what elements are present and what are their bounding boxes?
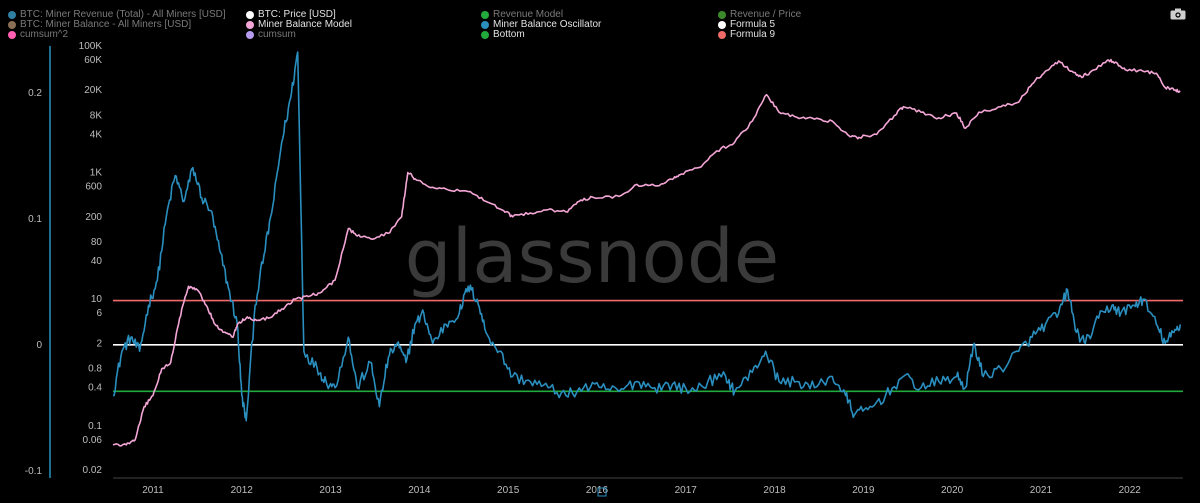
x-tick-label: 2016 — [586, 485, 609, 496]
series-line — [112, 51, 1182, 422]
y-right-tick-label: 10 — [91, 294, 103, 305]
legend-item[interactable]: Miner Balance Oscillator — [481, 19, 601, 30]
legend-label: Miner Balance Model — [258, 19, 352, 30]
legend-swatch — [718, 30, 726, 39]
y-right-tick-label: 1K — [90, 168, 103, 179]
legend-item[interactable]: Formula 5 — [718, 19, 775, 30]
x-tick-label: 2020 — [941, 485, 964, 496]
y-right-tick-label: 6 — [96, 308, 102, 319]
x-tick-label: 2019 — [852, 485, 875, 496]
legend-swatch — [481, 30, 489, 39]
legend-label: Revenue Model — [493, 9, 564, 20]
legend-swatch — [246, 20, 254, 29]
y-left-tick-label: 0 — [36, 340, 42, 351]
camera-icon[interactable] — [1170, 8, 1186, 20]
x-tick-label: 2012 — [231, 485, 254, 496]
legend-swatch — [481, 10, 489, 19]
legend-item[interactable]: Miner Balance Model — [246, 19, 352, 30]
x-tick-label: 2018 — [763, 485, 786, 496]
y-right-tick-label: 0.4 — [88, 383, 102, 394]
legend-swatch — [8, 30, 16, 39]
range-handle[interactable] — [597, 487, 607, 497]
y-right-tick-label: 8K — [90, 110, 103, 121]
legend-item[interactable]: Revenue Model — [481, 9, 563, 20]
y-right-tick-label: 0.8 — [88, 364, 102, 375]
legend-swatch — [481, 20, 489, 29]
legend-item[interactable]: BTC: Price [USD] — [246, 9, 336, 20]
series-line — [112, 58, 1181, 447]
legend-label: cumsum — [258, 29, 296, 40]
legend-item[interactable]: BTC: Miner Revenue (Total) - All Miners … — [8, 9, 226, 20]
legend-item[interactable]: BTC: Miner Balance - All Miners [USD] — [8, 19, 191, 30]
y-right-tick-label: 200 — [85, 212, 102, 223]
legend-label: cumsum^2 — [20, 29, 69, 40]
legend-item[interactable]: cumsum — [246, 29, 296, 40]
y-right-tick-label: 40 — [91, 256, 103, 267]
y-right-tick-label: 0.02 — [83, 465, 103, 476]
legend-label: BTC: Miner Balance - All Miners [USD] — [20, 19, 192, 30]
x-tick-label: 2013 — [319, 485, 342, 496]
legend-item[interactable]: cumsum^2 — [8, 29, 68, 40]
legend-item[interactable]: Formula 9 — [718, 29, 775, 40]
x-tick-label: 2022 — [1119, 485, 1142, 496]
legend-swatch — [718, 10, 726, 19]
legend-label: Revenue / Price — [730, 9, 802, 20]
legend-swatch — [246, 10, 254, 19]
y-left-tick-label: 0.2 — [28, 88, 42, 99]
legend-swatch — [718, 20, 726, 29]
x-tick-label: 2021 — [1030, 485, 1053, 496]
y-right-tick-label: 2 — [96, 338, 102, 349]
y-right-tick-label: 80 — [91, 237, 103, 248]
y-right-tick-label: 0.1 — [88, 421, 102, 432]
watermark: glassnode — [405, 214, 780, 300]
y-right-tick-label: 60K — [84, 55, 102, 66]
x-tick-label: 2014 — [408, 485, 431, 496]
legend-swatch — [8, 20, 16, 29]
legend-label: Formula 5 — [730, 19, 776, 30]
legend-label: Miner Balance Oscillator — [493, 19, 602, 30]
legend-item[interactable]: Revenue / Price — [718, 9, 801, 20]
legend-swatch — [246, 30, 254, 39]
y-right-tick-label: 20K — [84, 85, 102, 96]
legend-label: Bottom — [493, 29, 525, 40]
y-left-tick-label: -0.1 — [25, 466, 43, 477]
legend: BTC: Miner Revenue (Total) - All Miners … — [0, 9, 1200, 49]
y-right-tick-label: 4K — [90, 129, 103, 140]
x-tick-label: 2011 — [142, 485, 164, 496]
y-right-tick-label: 600 — [85, 182, 102, 193]
y-left-tick-label: 0.1 — [28, 214, 42, 225]
legend-label: Formula 9 — [730, 29, 776, 40]
legend-label: BTC: Miner Revenue (Total) - All Miners … — [20, 9, 226, 20]
x-tick-label: 2015 — [497, 485, 520, 496]
y-right-tick-label: 0.06 — [83, 435, 103, 446]
legend-swatch — [8, 10, 16, 19]
y-right-tick-label: 100K — [79, 41, 103, 52]
legend-label: BTC: Price [USD] — [258, 9, 336, 20]
x-tick-label: 2017 — [675, 485, 698, 496]
legend-item[interactable]: Bottom — [481, 29, 525, 40]
